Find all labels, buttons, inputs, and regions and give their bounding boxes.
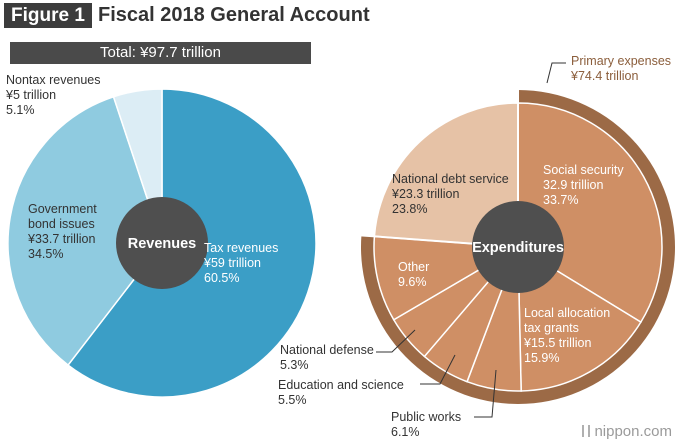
logo-text: nippon.com: [594, 423, 672, 440]
expenditures-hub: [472, 201, 564, 293]
label-government-bond-issues: Government bond issues ¥33.7 trillion 34…: [28, 202, 97, 261]
label-other: Other 9.6%: [398, 260, 430, 289]
leader-lines: [376, 62, 566, 418]
expenditures-center-label: Expenditures: [472, 240, 564, 256]
revenues-center-label: Revenues: [128, 236, 197, 252]
leader-education-and-science: [420, 354, 456, 385]
label-primary-expenses: Primary expenses ¥74.4 trillion: [571, 54, 672, 83]
nippon-logo: nippon.com: [582, 423, 672, 440]
figure-badge: Figure 1: [4, 3, 92, 28]
label-nontax-revenues: Nontax revenues ¥5 trillion 5.1%: [6, 73, 101, 117]
pie-hubs: Revenues Expenditures: [116, 197, 564, 293]
figure-title: Fiscal 2018 General Account: [98, 4, 370, 26]
label-public-works: Public works 6.1%: [391, 410, 462, 439]
revenues-hub: [116, 197, 208, 289]
label-tax-revenues: Tax revenues ¥59 trillion 60.5%: [204, 241, 279, 285]
leader-primary-expenses: [546, 62, 566, 84]
label-social-security: Social security 32.9 trillion 33.7%: [543, 163, 624, 207]
logo-mark-icon: [582, 425, 591, 437]
leader-public-works: [474, 369, 497, 418]
label-national-debt-service: National debt service ¥23.3 trillion 23.…: [392, 172, 509, 216]
label-education-and-science: Education and science 5.5%: [278, 378, 404, 407]
slice-government-bond-issues: [7, 95, 163, 367]
leader-national-defense: [376, 329, 416, 353]
slice-national-debt-service: [373, 102, 519, 248]
label-local-allocation-tax-grants: Local allocation tax grants ¥15.5 trilli…: [524, 306, 611, 365]
label-national-defense: National defense 5.3%: [280, 343, 374, 372]
total-revenue-bar: Total: ¥97.7 trillion: [10, 42, 311, 64]
slice-local-allocation-tax-grants: [517, 245, 642, 392]
